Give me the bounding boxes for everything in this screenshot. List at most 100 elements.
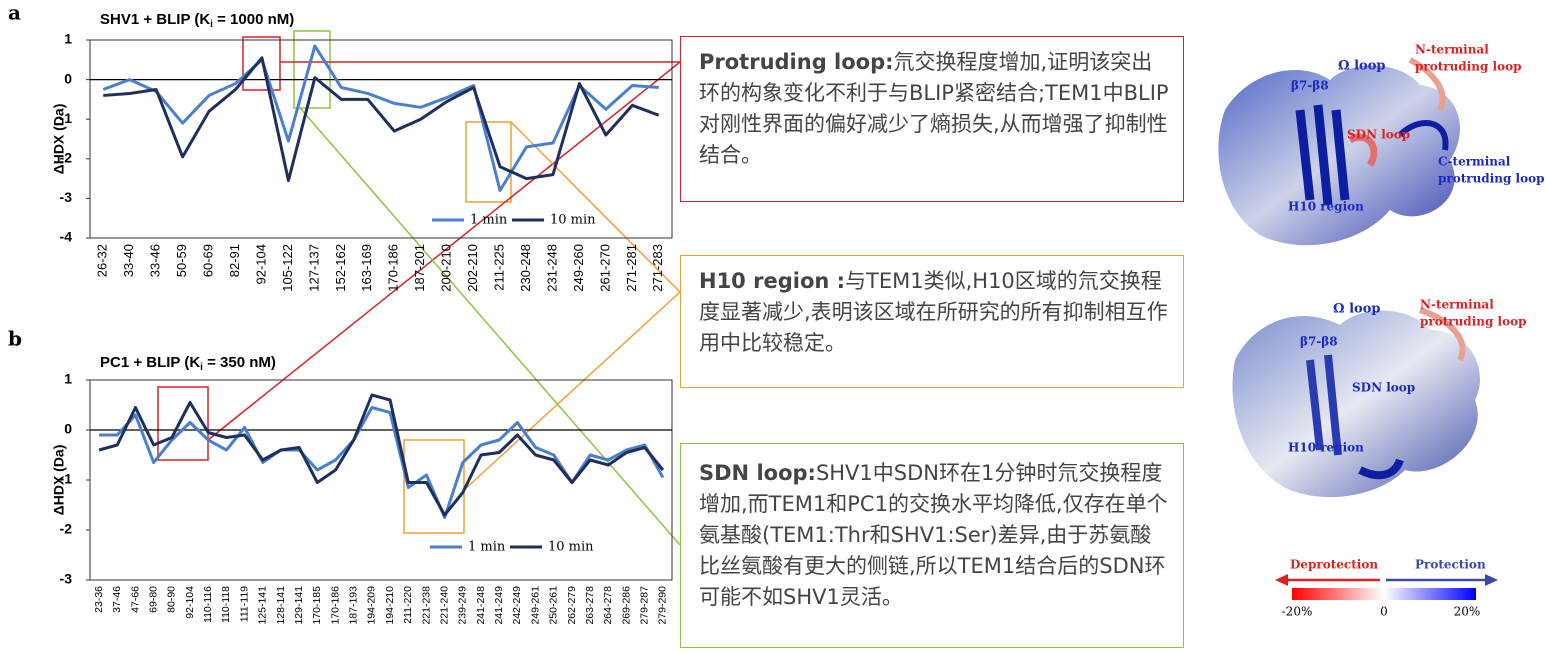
x-tick-label: 69-80 <box>147 586 159 613</box>
y-tick-label: -4 <box>60 229 73 245</box>
structure-a <box>1218 57 1460 246</box>
x-tick-label: 50-59 <box>174 244 189 277</box>
x-tick-label: 250-261 <box>548 586 560 625</box>
x-tick-label: 60-69 <box>200 244 215 277</box>
scale-bar <box>1292 588 1476 600</box>
callout-heading: SDN loop: <box>699 461 816 485</box>
y-tick-label: -1 <box>60 110 73 126</box>
title-sub: i <box>200 362 203 373</box>
scale-tick: 20% <box>1454 605 1481 619</box>
callout-heading: H10 region : <box>699 269 846 293</box>
y-tick-label: 1 <box>64 31 72 47</box>
x-tick-label: 187-201 <box>412 244 427 292</box>
data-line <box>99 406 665 519</box>
x-tick-label: 163-169 <box>359 244 374 292</box>
y-tick-label: 1 <box>64 371 72 387</box>
x-tick-label: 170-186 <box>386 244 401 292</box>
chart: SHV1 + BLIP (Ki = 1000 nM) ΔHDX (Da) -4 -3 -… <box>51 11 673 292</box>
panel-label: a <box>8 1 21 25</box>
y-axis-label: ΔHDX (Da) <box>51 445 67 516</box>
scale-label: Deprotection <box>1290 558 1378 572</box>
scale-label: Protection <box>1415 558 1486 572</box>
x-tick-label: 33-46 <box>148 244 163 277</box>
title-sub: i <box>210 19 213 30</box>
structure-label: H10 region <box>1288 441 1364 455</box>
color-scale: Deprotection Protection -20% 0 20% <box>1275 558 1498 619</box>
x-tick-label: 47-66 <box>129 586 141 613</box>
callout: SDN loop:SHV1中SDN环在1分钟时氘交换程度增加,而TEM1和PC1… <box>680 443 1184 648</box>
x-tick-label: 242-249 <box>511 586 523 625</box>
x-tick-label: 211-225 <box>491 244 506 291</box>
structure-label: C-terminal <box>1438 155 1511 169</box>
y-tick-label: -2 <box>60 150 73 166</box>
y-tick-label: -1 <box>60 471 73 487</box>
x-tick-label: 221-238 <box>420 586 432 625</box>
x-tick-label: 271-283 <box>650 244 665 292</box>
x-tick-label: 261-270 <box>597 244 612 292</box>
x-tick-label: 92-104 <box>184 586 196 619</box>
y-tick-label: -3 <box>60 189 73 205</box>
structure-label: protruding loop <box>1415 60 1522 74</box>
x-tick-label: 202-210 <box>465 244 480 292</box>
scale-tick: 0 <box>1380 605 1388 619</box>
highlight-box <box>157 386 209 461</box>
x-tick-label: 110-118 <box>220 586 232 623</box>
y-tick-label: 0 <box>64 421 72 437</box>
connector <box>299 107 681 546</box>
data-line <box>103 56 660 183</box>
x-tick-label: 279-290 <box>657 586 669 625</box>
structure-label: Ω loop <box>1333 302 1380 317</box>
x-tick-label: 239-249 <box>457 586 469 625</box>
y-axis-label: ΔHDX (Da) <box>51 104 67 175</box>
x-tick-label: 249-261 <box>529 586 541 625</box>
structure-label: protruding loop <box>1420 315 1527 329</box>
callout-heading: Protruding loop: <box>699 50 894 74</box>
x-tick-label: 269-286 <box>620 586 632 625</box>
callout: H10 region :与TEM1类似,H10区域的氘交换程度显著减少,表明该区… <box>680 255 1184 388</box>
plot-frame <box>89 39 673 239</box>
callout: Protruding loop:氘交换程度增加,证明该突出环的构象变化不利于与B… <box>680 36 1184 202</box>
x-tick-label: 231-248 <box>544 244 559 292</box>
structure-label: β7-β8 <box>1300 335 1338 349</box>
y-tick-label: -2 <box>60 521 73 537</box>
x-tick-label: 152-162 <box>333 244 348 292</box>
x-tick-label: 271-281 <box>624 244 639 292</box>
connector <box>510 121 681 293</box>
structure-labels: Ω loop β7-β8 N-terminal protruding loop … <box>1288 43 1545 455</box>
x-tick-label: 170-186 <box>329 586 341 625</box>
x-tick-label: 80-90 <box>166 586 178 613</box>
x-tick-label: 262-279 <box>566 586 578 625</box>
title-text: SHV1 + BLIP (K <box>100 11 210 28</box>
panel-label: b <box>8 327 22 351</box>
x-tick-label: 110-116 <box>202 586 214 623</box>
chart: PC1 + BLIP (Ki = 350 nM) ΔHDX (Da) -3 -2 -1 0… <box>51 354 673 625</box>
x-tick-label: 230-248 <box>518 244 533 292</box>
x-tick-label: 129-141 <box>293 586 305 625</box>
x-tick-label: 241-248 <box>475 586 487 625</box>
chart-title: PC1 + BLIP (Ki = 350 nM) <box>100 354 276 373</box>
x-tick-label: 170-185 <box>311 586 323 625</box>
callout-text: 与TEM1类似,H10区域的氘交换程度显著减少,表明该区域在所研究的所有抑制相互… <box>699 269 1168 355</box>
highlight-box <box>242 36 281 91</box>
y-tick-label: 0 <box>64 70 72 86</box>
x-tick-label: 37-46 <box>111 586 123 613</box>
structure-label: H10 region <box>1288 200 1364 214</box>
connector <box>463 291 681 491</box>
legend-label: 1 min <box>470 213 508 228</box>
x-tick-label: 111-119 <box>238 586 250 622</box>
structure-b <box>1232 307 1480 498</box>
x-tick-label: 211-220 <box>402 586 414 624</box>
title-text: PC1 + BLIP (K <box>100 354 200 371</box>
x-tick-label: 125-141 <box>257 586 269 625</box>
structure-label: Ω loop <box>1338 59 1385 74</box>
x-tick-label: 82-91 <box>227 244 242 277</box>
x-tick-label: 33-40 <box>121 244 136 277</box>
callout-text: 氘交换程度增加,证明该突出环的构象变化不利于与BLIP紧密结合;TEM1中BLI… <box>699 50 1169 167</box>
x-tick-label: 23-36 <box>93 586 105 613</box>
x-tick-label: 187-193 <box>348 586 360 625</box>
structure-label: protruding loop <box>1438 172 1545 186</box>
structure-label: SDN loop <box>1347 128 1410 142</box>
structure-label: N-terminal <box>1420 298 1494 312</box>
x-tick-label: 128-141 <box>275 586 287 625</box>
structure-label: β7-β8 <box>1291 79 1329 93</box>
